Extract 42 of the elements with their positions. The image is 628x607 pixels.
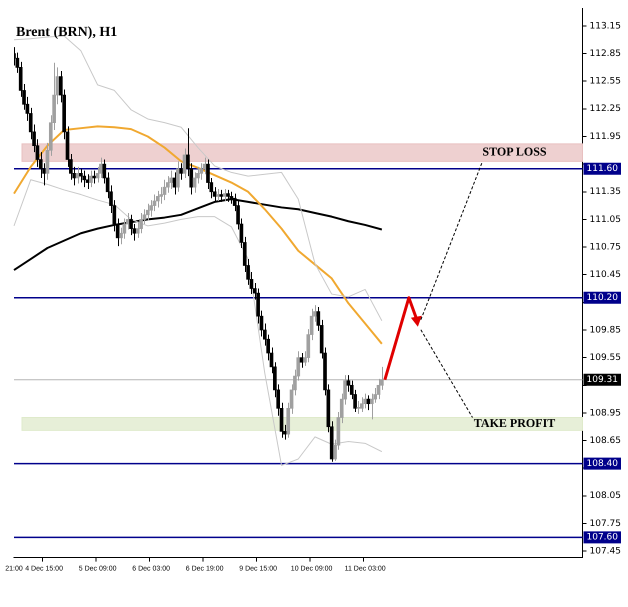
y-tick-label: 108.65 <box>590 436 622 446</box>
candlestick <box>366 394 370 411</box>
y-tick-label: 107.45 <box>590 546 622 556</box>
candlestick <box>176 160 180 192</box>
candlestick <box>199 162 204 180</box>
y-tick-label: 109.85 <box>590 325 622 336</box>
text: Brent (BRN), H1 <box>16 25 118 40</box>
y-tick-label: 112.85 <box>590 48 622 59</box>
y-tick-label: 111.95 <box>590 132 622 142</box>
ref-line-label: 109.31 <box>586 375 618 386</box>
candlestick <box>346 374 350 392</box>
candlestick <box>99 157 103 178</box>
ref-line-label: 110.20 <box>586 293 618 304</box>
y-tick-label: 110.75 <box>590 242 622 252</box>
y-tick-label: 112.55 <box>590 76 622 87</box>
y-tick-label: 109.55 <box>590 352 622 363</box>
candlestick <box>139 212 143 234</box>
candlestick <box>86 174 90 190</box>
y-tick-label: 112.25 <box>590 104 622 114</box>
y-tick-label: 111.05 <box>590 214 622 225</box>
y-tick-label: 107.75 <box>590 518 622 529</box>
candlestick <box>182 148 186 178</box>
y-tick-label: 110.45 <box>590 270 622 280</box>
y-tick-label: 108.05 <box>590 491 622 502</box>
candlestick <box>360 396 364 413</box>
candlestick <box>76 166 80 184</box>
candlestick <box>216 188 220 202</box>
candlestick <box>92 170 96 184</box>
candlestick <box>146 203 150 221</box>
y-tick-label: 111.35 <box>590 187 622 198</box>
y-tick-label: 108.95 <box>590 408 622 418</box>
candlestick <box>162 179 166 201</box>
candlestick <box>89 170 93 188</box>
candlestick <box>79 168 83 184</box>
candlestick <box>172 172 176 196</box>
band-label: TAKE PROFIT <box>474 416 556 430</box>
band-label: STOP LOSS <box>482 144 547 159</box>
y-tick-label: 113.15 <box>590 21 622 32</box>
ref-line-label: 108.40 <box>586 458 618 469</box>
ref-line-label: 111.60 <box>586 164 618 174</box>
candlestick <box>156 190 160 208</box>
ref-line-label: 107.60 <box>586 532 618 543</box>
